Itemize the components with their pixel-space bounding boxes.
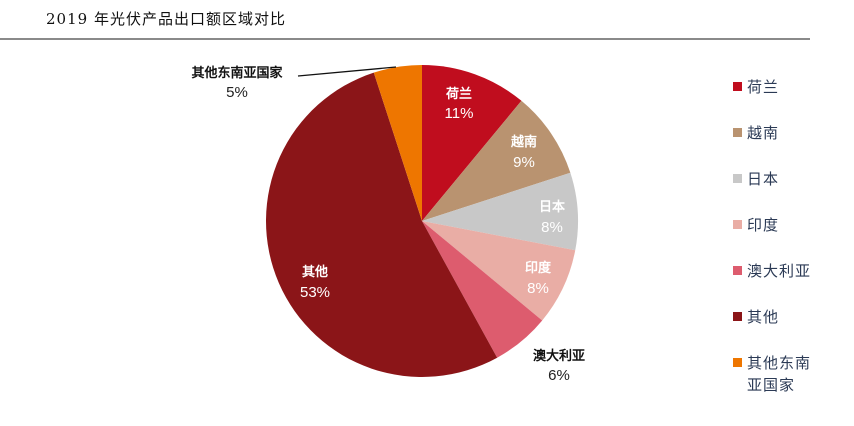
legend-swatch-icon [733, 128, 742, 137]
legend-item-netherlands: 荷兰 [733, 76, 813, 122]
slice-label-australia: 澳大利亚 [533, 348, 585, 364]
pie-slice [422, 172, 578, 251]
slice-pct-other-sea: 5% [226, 84, 248, 101]
legend: 荷兰 越南 日本 印度 澳大利亚 其他 其他东南亚国家 [733, 76, 813, 412]
pie-slice [422, 100, 571, 221]
legend-label: 其他东南亚国家 [747, 354, 811, 394]
slice-label-other: 其他 [302, 264, 328, 280]
pie-slices [265, 65, 578, 378]
legend-label: 其他 [747, 308, 780, 326]
legend-label: 荷兰 [747, 78, 780, 96]
legend-swatch-icon [733, 82, 742, 91]
slice-label-other-sea: 其他东南亚国家 [191, 65, 283, 81]
slice-label-japan: 日本 [539, 199, 565, 215]
chart-title: 2019 年光伏产品出口额区域对比 [46, 10, 286, 28]
legend-label: 日本 [747, 170, 780, 188]
slice-label-india: 印度 [525, 260, 552, 276]
legend-item-japan: 日本 [733, 168, 813, 214]
slice-pct-other: 53% [300, 284, 330, 301]
legend-label: 越南 [747, 124, 780, 142]
legend-label: 澳大利亚 [747, 262, 811, 280]
pie-slice [265, 72, 498, 378]
slice-pct-japan: 8% [541, 219, 563, 236]
legend-item-other-sea: 其他东南亚国家 [733, 352, 813, 412]
slice-pct-india: 8% [527, 280, 549, 297]
legend-swatch-icon [733, 220, 742, 229]
slice-pct-netherlands: 11% [445, 105, 474, 122]
leader-line [297, 66, 397, 77]
slice-pct-vietnam: 9% [513, 154, 535, 171]
slice-pct-australia: 6% [548, 367, 570, 384]
slice-label-netherlands: 荷兰 [445, 86, 472, 102]
legend-swatch-icon [733, 358, 742, 367]
legend-item-australia: 澳大利亚 [733, 260, 813, 306]
pie-slice [422, 65, 522, 221]
pie-slice [422, 221, 543, 358]
legend-item-vietnam: 越南 [733, 122, 813, 168]
pie-slice [373, 65, 422, 221]
legend-label: 印度 [747, 216, 780, 234]
title-divider [0, 38, 810, 40]
legend-swatch-icon [733, 312, 742, 321]
legend-swatch-icon [733, 266, 742, 275]
legend-swatch-icon [733, 174, 742, 183]
legend-item-other: 其他 [733, 306, 813, 352]
legend-item-india: 印度 [733, 214, 813, 260]
slice-label-vietnam: 越南 [510, 134, 537, 150]
pie-slice [422, 221, 576, 321]
